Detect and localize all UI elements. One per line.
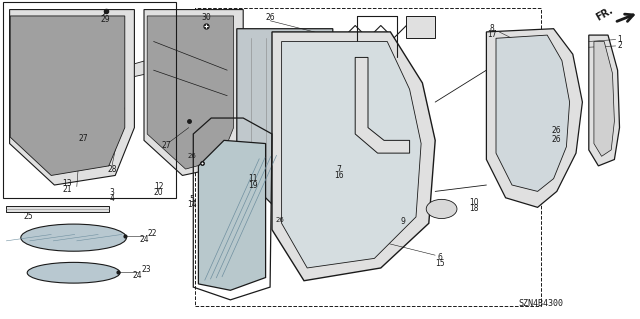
Text: 21: 21 <box>63 185 72 194</box>
Text: 10: 10 <box>468 198 479 207</box>
Polygon shape <box>134 57 163 77</box>
Polygon shape <box>237 29 333 207</box>
Text: SZN4B4300: SZN4B4300 <box>518 299 563 308</box>
Ellipse shape <box>21 224 127 251</box>
Text: 12: 12 <box>154 182 163 191</box>
Ellipse shape <box>28 262 120 283</box>
Text: 26: 26 <box>552 126 562 135</box>
Text: 24: 24 <box>132 271 143 280</box>
Polygon shape <box>486 29 582 207</box>
Text: 6: 6 <box>438 253 443 262</box>
Text: 14: 14 <box>187 200 197 209</box>
Text: 29: 29 <box>100 15 111 24</box>
Circle shape <box>326 147 375 172</box>
Polygon shape <box>144 10 243 175</box>
Bar <box>3 2 176 198</box>
Text: 19: 19 <box>248 181 258 189</box>
Circle shape <box>506 108 559 135</box>
Polygon shape <box>10 16 125 175</box>
Text: 24: 24 <box>139 235 149 244</box>
Text: 22: 22 <box>148 229 157 238</box>
Text: 3: 3 <box>109 189 115 197</box>
Text: 1: 1 <box>617 35 622 44</box>
Polygon shape <box>6 206 109 212</box>
Polygon shape <box>272 32 435 281</box>
Text: 30: 30 <box>201 13 211 22</box>
Circle shape <box>520 115 545 128</box>
Polygon shape <box>147 16 234 169</box>
Text: 27: 27 <box>161 141 172 150</box>
Text: 26: 26 <box>188 153 196 159</box>
Polygon shape <box>355 57 410 153</box>
Circle shape <box>343 156 358 163</box>
Text: 16: 16 <box>334 171 344 180</box>
Text: 5: 5 <box>189 195 195 204</box>
Ellipse shape <box>426 199 457 219</box>
Polygon shape <box>406 16 435 38</box>
Text: FR.: FR. <box>594 5 614 23</box>
Text: 11: 11 <box>248 174 257 183</box>
Text: 27: 27 <box>78 134 88 143</box>
Text: 2: 2 <box>617 41 622 50</box>
Text: 26: 26 <box>265 13 275 22</box>
Text: 26: 26 <box>276 217 285 223</box>
Text: 15: 15 <box>435 259 445 268</box>
Polygon shape <box>496 35 570 191</box>
Polygon shape <box>589 35 620 166</box>
Circle shape <box>305 137 397 182</box>
Text: 9: 9 <box>401 217 406 226</box>
Text: 20: 20 <box>154 189 164 197</box>
Text: 28: 28 <box>108 165 116 174</box>
Text: 25: 25 <box>24 212 34 221</box>
Text: 13: 13 <box>62 179 72 188</box>
Bar <box>195 8 541 306</box>
Text: 7: 7 <box>337 165 342 174</box>
Polygon shape <box>198 140 266 290</box>
Text: 23: 23 <box>141 265 151 274</box>
Polygon shape <box>594 41 614 156</box>
Text: 8: 8 <box>490 24 495 33</box>
Polygon shape <box>10 10 134 185</box>
Text: 4: 4 <box>109 194 115 203</box>
Text: 18: 18 <box>469 204 478 213</box>
Text: 26: 26 <box>552 135 562 144</box>
Polygon shape <box>282 41 421 268</box>
Text: 17: 17 <box>487 30 497 39</box>
